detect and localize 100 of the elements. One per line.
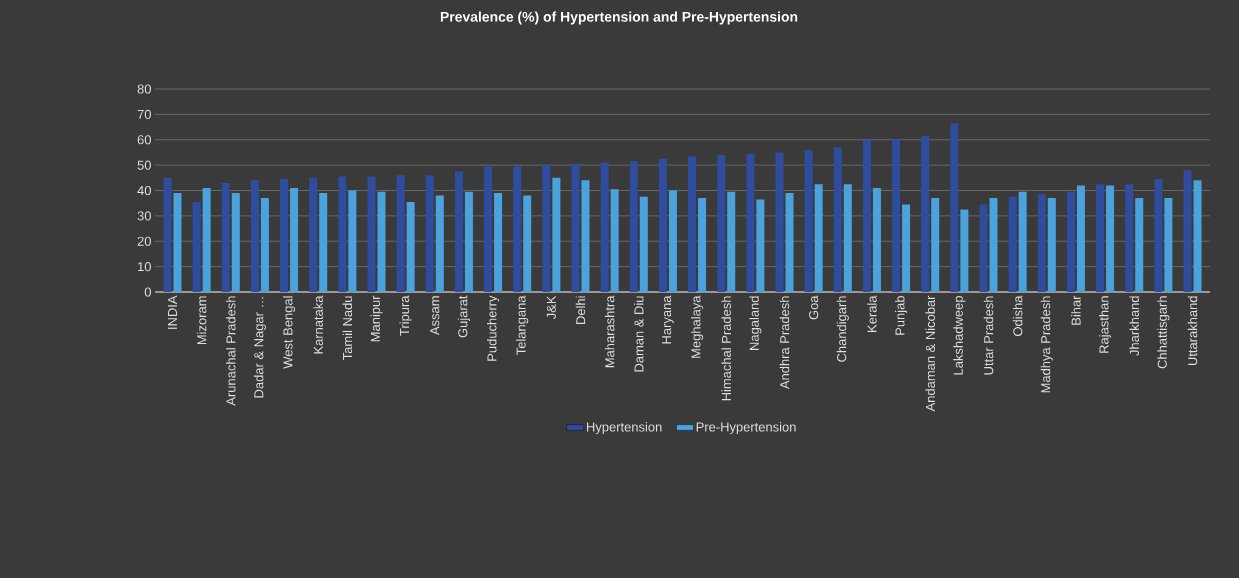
bar xyxy=(698,198,707,292)
x-tick-label: Haryana xyxy=(662,295,674,344)
x-tick-label: Bihar xyxy=(1071,295,1081,325)
bar xyxy=(1018,191,1027,292)
bar xyxy=(629,161,638,292)
bar xyxy=(600,162,609,292)
x-tick-label: Andaman & Nicobar xyxy=(925,295,935,412)
x-tick-label: Manipur xyxy=(370,295,383,342)
bar xyxy=(581,180,590,292)
bar xyxy=(862,139,871,292)
bar xyxy=(425,175,434,292)
legend-label: Hypertension xyxy=(587,422,662,435)
bar xyxy=(1066,191,1075,292)
bar xyxy=(989,198,998,292)
bar xyxy=(979,204,988,292)
y-tick-label: 60 xyxy=(137,135,151,145)
bar xyxy=(494,193,503,292)
bar xyxy=(396,175,405,292)
bar xyxy=(804,149,813,292)
x-tick-label: Uttarakhand xyxy=(1187,296,1198,366)
chart-title: Prevalence (%) of Hypertension and Pre-Hypertension xyxy=(440,11,798,25)
y-tick-label: 40 xyxy=(137,185,151,196)
bar xyxy=(513,166,522,292)
bar xyxy=(173,193,182,292)
bar xyxy=(377,191,386,292)
bar xyxy=(348,190,357,292)
x-tick-label: Puducherry xyxy=(487,295,500,361)
bar xyxy=(727,191,736,292)
y-tick-label: 70 xyxy=(137,109,151,119)
bar xyxy=(542,165,551,292)
bar xyxy=(950,123,959,292)
x-tick-label: Madhya Pradesh xyxy=(1040,296,1053,393)
x-tick-label: Kerala xyxy=(867,295,877,332)
x-tick-label: Andhra Pradesh xyxy=(779,296,790,390)
bar xyxy=(221,182,230,292)
bar xyxy=(814,184,823,292)
bar xyxy=(1096,184,1105,292)
bar xyxy=(833,147,842,292)
x-tick-label: Punjab xyxy=(895,296,908,335)
x-tick-label: Nagaland xyxy=(749,296,762,350)
bar xyxy=(290,187,299,292)
x-tick-label: Gujarat xyxy=(457,295,470,338)
bar xyxy=(1125,184,1134,292)
bar xyxy=(309,177,318,292)
x-tick-label: Daman & Diu xyxy=(634,296,644,372)
bar xyxy=(843,184,852,292)
bar xyxy=(746,153,755,292)
bar xyxy=(454,171,463,292)
bar xyxy=(688,156,697,292)
x-tick-label: Goa xyxy=(809,295,819,320)
y-tick-label: 0 xyxy=(144,287,151,297)
y-tick-label: 10 xyxy=(138,262,151,272)
bar xyxy=(571,163,580,292)
legend-label: Pre-Hypertension xyxy=(696,422,796,435)
bar xyxy=(1008,196,1017,292)
bar xyxy=(250,180,259,292)
bar xyxy=(464,191,473,292)
bar xyxy=(1037,194,1046,292)
x-tick-label: Assam xyxy=(430,296,440,336)
bar xyxy=(202,187,211,292)
bar xyxy=(639,196,648,292)
bar xyxy=(1154,179,1163,292)
bar xyxy=(756,199,765,292)
x-tick-label: Chandigarh xyxy=(836,296,849,362)
bar xyxy=(1193,180,1202,292)
x-tick-label: Uttar Pradesh xyxy=(983,296,994,375)
x-tick-label: Meghalaya xyxy=(691,295,704,358)
bar xyxy=(192,201,201,292)
x-tick-label: Jharkhand xyxy=(1129,296,1139,356)
bar xyxy=(717,154,726,292)
bar xyxy=(280,179,289,292)
bar xyxy=(367,176,376,292)
x-tick-label: Rajasthan xyxy=(1099,296,1112,353)
bar xyxy=(785,193,794,292)
bar xyxy=(775,152,784,292)
bar xyxy=(1076,185,1085,292)
x-tick-label: Odisha xyxy=(1012,295,1023,336)
bar xyxy=(902,204,911,292)
bar xyxy=(610,189,619,292)
bar xyxy=(931,198,940,292)
x-tick-label: Chhattisgarh xyxy=(1157,296,1170,369)
x-tick-label: Tripura xyxy=(399,295,412,336)
bar xyxy=(892,139,901,292)
bar xyxy=(1106,185,1115,292)
x-tick-label: J&K xyxy=(546,295,556,320)
x-tick-label: West Bengal xyxy=(283,296,296,369)
x-tick-label: Lakshadweep xyxy=(953,296,966,375)
x-tick-label: Himachal Pradesh xyxy=(721,296,731,401)
y-tick-label: 80 xyxy=(137,84,151,94)
y-tick-label: 30 xyxy=(137,211,151,221)
x-tick-label: Tamil Nadu xyxy=(342,296,353,361)
bar xyxy=(552,177,561,292)
bar xyxy=(484,166,493,292)
bar xyxy=(658,158,667,292)
y-tick-label: 20 xyxy=(137,236,151,246)
x-tick-label: INDIA xyxy=(168,295,177,329)
bar xyxy=(338,176,347,292)
y-tick-label: 50 xyxy=(137,160,151,170)
bar xyxy=(872,187,881,292)
x-tick-label: Karnataka xyxy=(313,295,323,354)
